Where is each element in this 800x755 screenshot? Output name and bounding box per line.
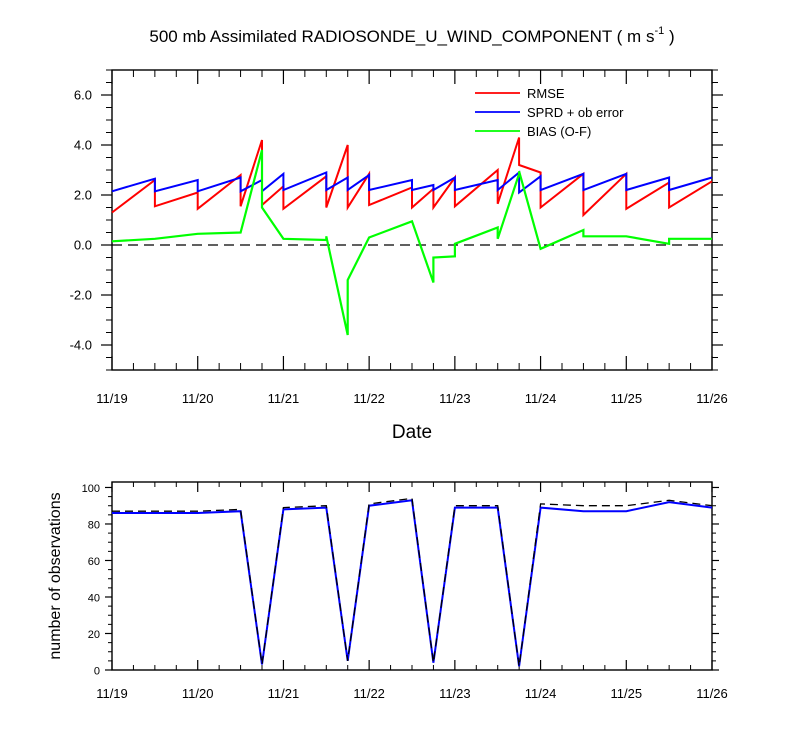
y-tick-label: 0	[94, 666, 100, 678]
x-tick-label: 11/19	[96, 391, 128, 406]
y-axis-label: number of observations	[47, 492, 64, 659]
x-tick-label: 11/26	[696, 686, 728, 701]
x-tick-label: 11/20	[182, 686, 214, 701]
legend-label: BIAS (O-F)	[527, 124, 591, 139]
y-tick-label: 60	[88, 556, 100, 568]
y-tick-label: 80	[88, 519, 100, 531]
series-line-observations-total	[112, 497, 713, 667]
series-line-bias-o-f	[111, 149, 712, 336]
x-tick-label: 11/21	[268, 686, 300, 701]
series-line-sprd-ob-error	[111, 170, 713, 195]
y-tick-label: 0.0	[74, 238, 92, 253]
x-tick-label: 11/19	[96, 686, 128, 701]
x-axis-label: Date	[392, 422, 432, 443]
chart-title: 500 mb Assimilated RADIOSONDE_U_WIND_COM…	[149, 25, 674, 46]
y-tick-label: 4.0	[74, 138, 92, 153]
y-tick-label: 6.0	[74, 88, 92, 103]
y-tick-label: 100	[82, 483, 100, 495]
chart-panel-0: 11/19 11/20 11/21 11/22 11/23 11/24 11/25 11/26…	[70, 69, 728, 406]
chart-title-main: 500 mb Assimilated RADIOSONDE_U_WIND_COM…	[149, 27, 654, 46]
chart-title-sup: -1	[654, 25, 664, 37]
x-tick-label: 11/22	[353, 391, 385, 406]
x-tick-label: 11/22	[353, 686, 385, 701]
x-tick-label: 11/26	[696, 391, 728, 406]
legend-label: SPRD + ob error	[527, 105, 624, 120]
chart-panel-1: 11/19 11/20 11/21 11/22 11/23 11/24 11/25 11/26…	[47, 481, 728, 701]
legend-label: RMSE	[527, 86, 565, 101]
y-tick-label: 20	[88, 629, 100, 641]
series-line-observations-assimilated	[112, 499, 713, 667]
y-tick-label: -2.0	[70, 288, 92, 303]
x-tick-label: 11/24	[525, 686, 557, 701]
x-tick-label: 11/24	[525, 391, 557, 406]
y-tick-label: -4.0	[70, 338, 92, 353]
x-tick-label: 11/25	[610, 391, 642, 406]
x-tick-label: 11/23	[439, 391, 471, 406]
x-tick-label: 11/23	[439, 686, 471, 701]
y-tick-label: 2.0	[74, 188, 92, 203]
x-tick-label: 11/21	[268, 391, 300, 406]
y-tick-label: 40	[88, 592, 100, 604]
x-tick-label: 11/20	[182, 391, 214, 406]
x-tick-label: 11/25	[610, 686, 642, 701]
chart-title-close: )	[664, 27, 674, 46]
